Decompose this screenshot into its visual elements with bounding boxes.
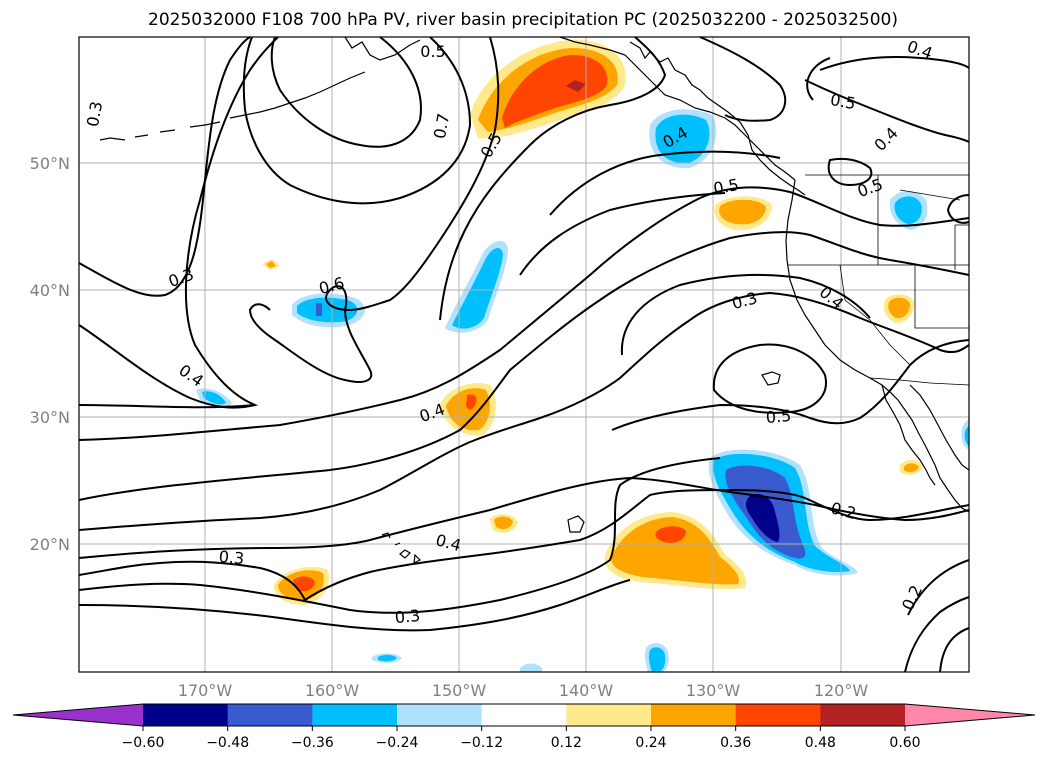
political-borders: [788, 174, 970, 386]
colorbar-extend-high: [905, 704, 1035, 726]
lat-tick: 30°N: [30, 408, 70, 427]
colorbar-extend-low: [13, 704, 143, 726]
lon-tick: 160°W: [305, 681, 360, 700]
map-content: 0.3 0.5 0.7 0.5 0.4 0.4 0.5 0.4 0.5 0.3 …: [78, 36, 970, 673]
lon-tick: 130°W: [686, 681, 741, 700]
colorbar-segment: [566, 704, 652, 726]
colorbar-segment: [481, 704, 567, 726]
lat-tick-labels: 50°N 40°N 30°N 20°N: [30, 154, 70, 554]
map-title: 2025032000 F108 700 hPa PV, river basin …: [148, 10, 898, 30]
svg-text:0.5: 0.5: [829, 90, 857, 113]
lon-tick-labels: 170°W 160°W 150°W 140°W 130°W 120°W: [178, 681, 869, 700]
svg-text:0.3: 0.3: [218, 547, 245, 568]
colorbar-segment: [143, 704, 229, 726]
colorbar-tick-label: −0.60: [122, 735, 165, 751]
map-frame: [78, 36, 970, 673]
colorbar-tick-label: −0.12: [460, 735, 503, 751]
colorbar-segment: [312, 704, 398, 726]
lat-tick: 20°N: [30, 535, 70, 554]
svg-text:0.3: 0.3: [394, 606, 421, 627]
colorbar-tick-label: 0.60: [889, 735, 920, 751]
colorbar-tick-label: 0.24: [635, 735, 666, 751]
map-area: [79, 37, 969, 672]
lon-tick: 170°W: [178, 681, 233, 700]
lon-tick: 120°W: [814, 681, 869, 700]
colorbar-tick-label: 0.36: [720, 735, 751, 751]
colorbar-tick-label: −0.24: [376, 735, 419, 751]
colorbar-tick-label: −0.48: [206, 735, 249, 751]
svg-text:0.5: 0.5: [712, 175, 740, 198]
colorbar-segment: [651, 704, 737, 726]
lon-tick: 140°W: [559, 681, 614, 700]
precip-shading: [196, 39, 969, 672]
svg-text:0.7: 0.7: [430, 112, 453, 140]
svg-text:0.5: 0.5: [420, 42, 445, 61]
svg-text:0.3: 0.3: [83, 100, 106, 128]
graticule: [79, 37, 969, 672]
colorbar: −0.60 −0.48 −0.36 −0.24 −0.12 0.12 0.24 0.36 0.4…: [12, 703, 1036, 751]
colorbar-tick-label: 0.48: [805, 735, 836, 751]
colorbar-tick-label: 0.12: [551, 735, 582, 751]
coastlines: [99, 36, 970, 565]
colorbar-segment: [735, 704, 821, 726]
svg-text:0.5: 0.5: [765, 406, 792, 427]
colorbar-segment: [227, 704, 313, 726]
lat-tick: 40°N: [30, 281, 70, 300]
lat-tick: 50°N: [30, 154, 70, 173]
pv-contours: [78, 36, 970, 673]
colorbar-tick-label: −0.36: [291, 735, 334, 751]
colorbar-segment: [820, 704, 906, 726]
lon-tick: 150°W: [432, 681, 487, 700]
colorbar-segment: [397, 704, 483, 726]
